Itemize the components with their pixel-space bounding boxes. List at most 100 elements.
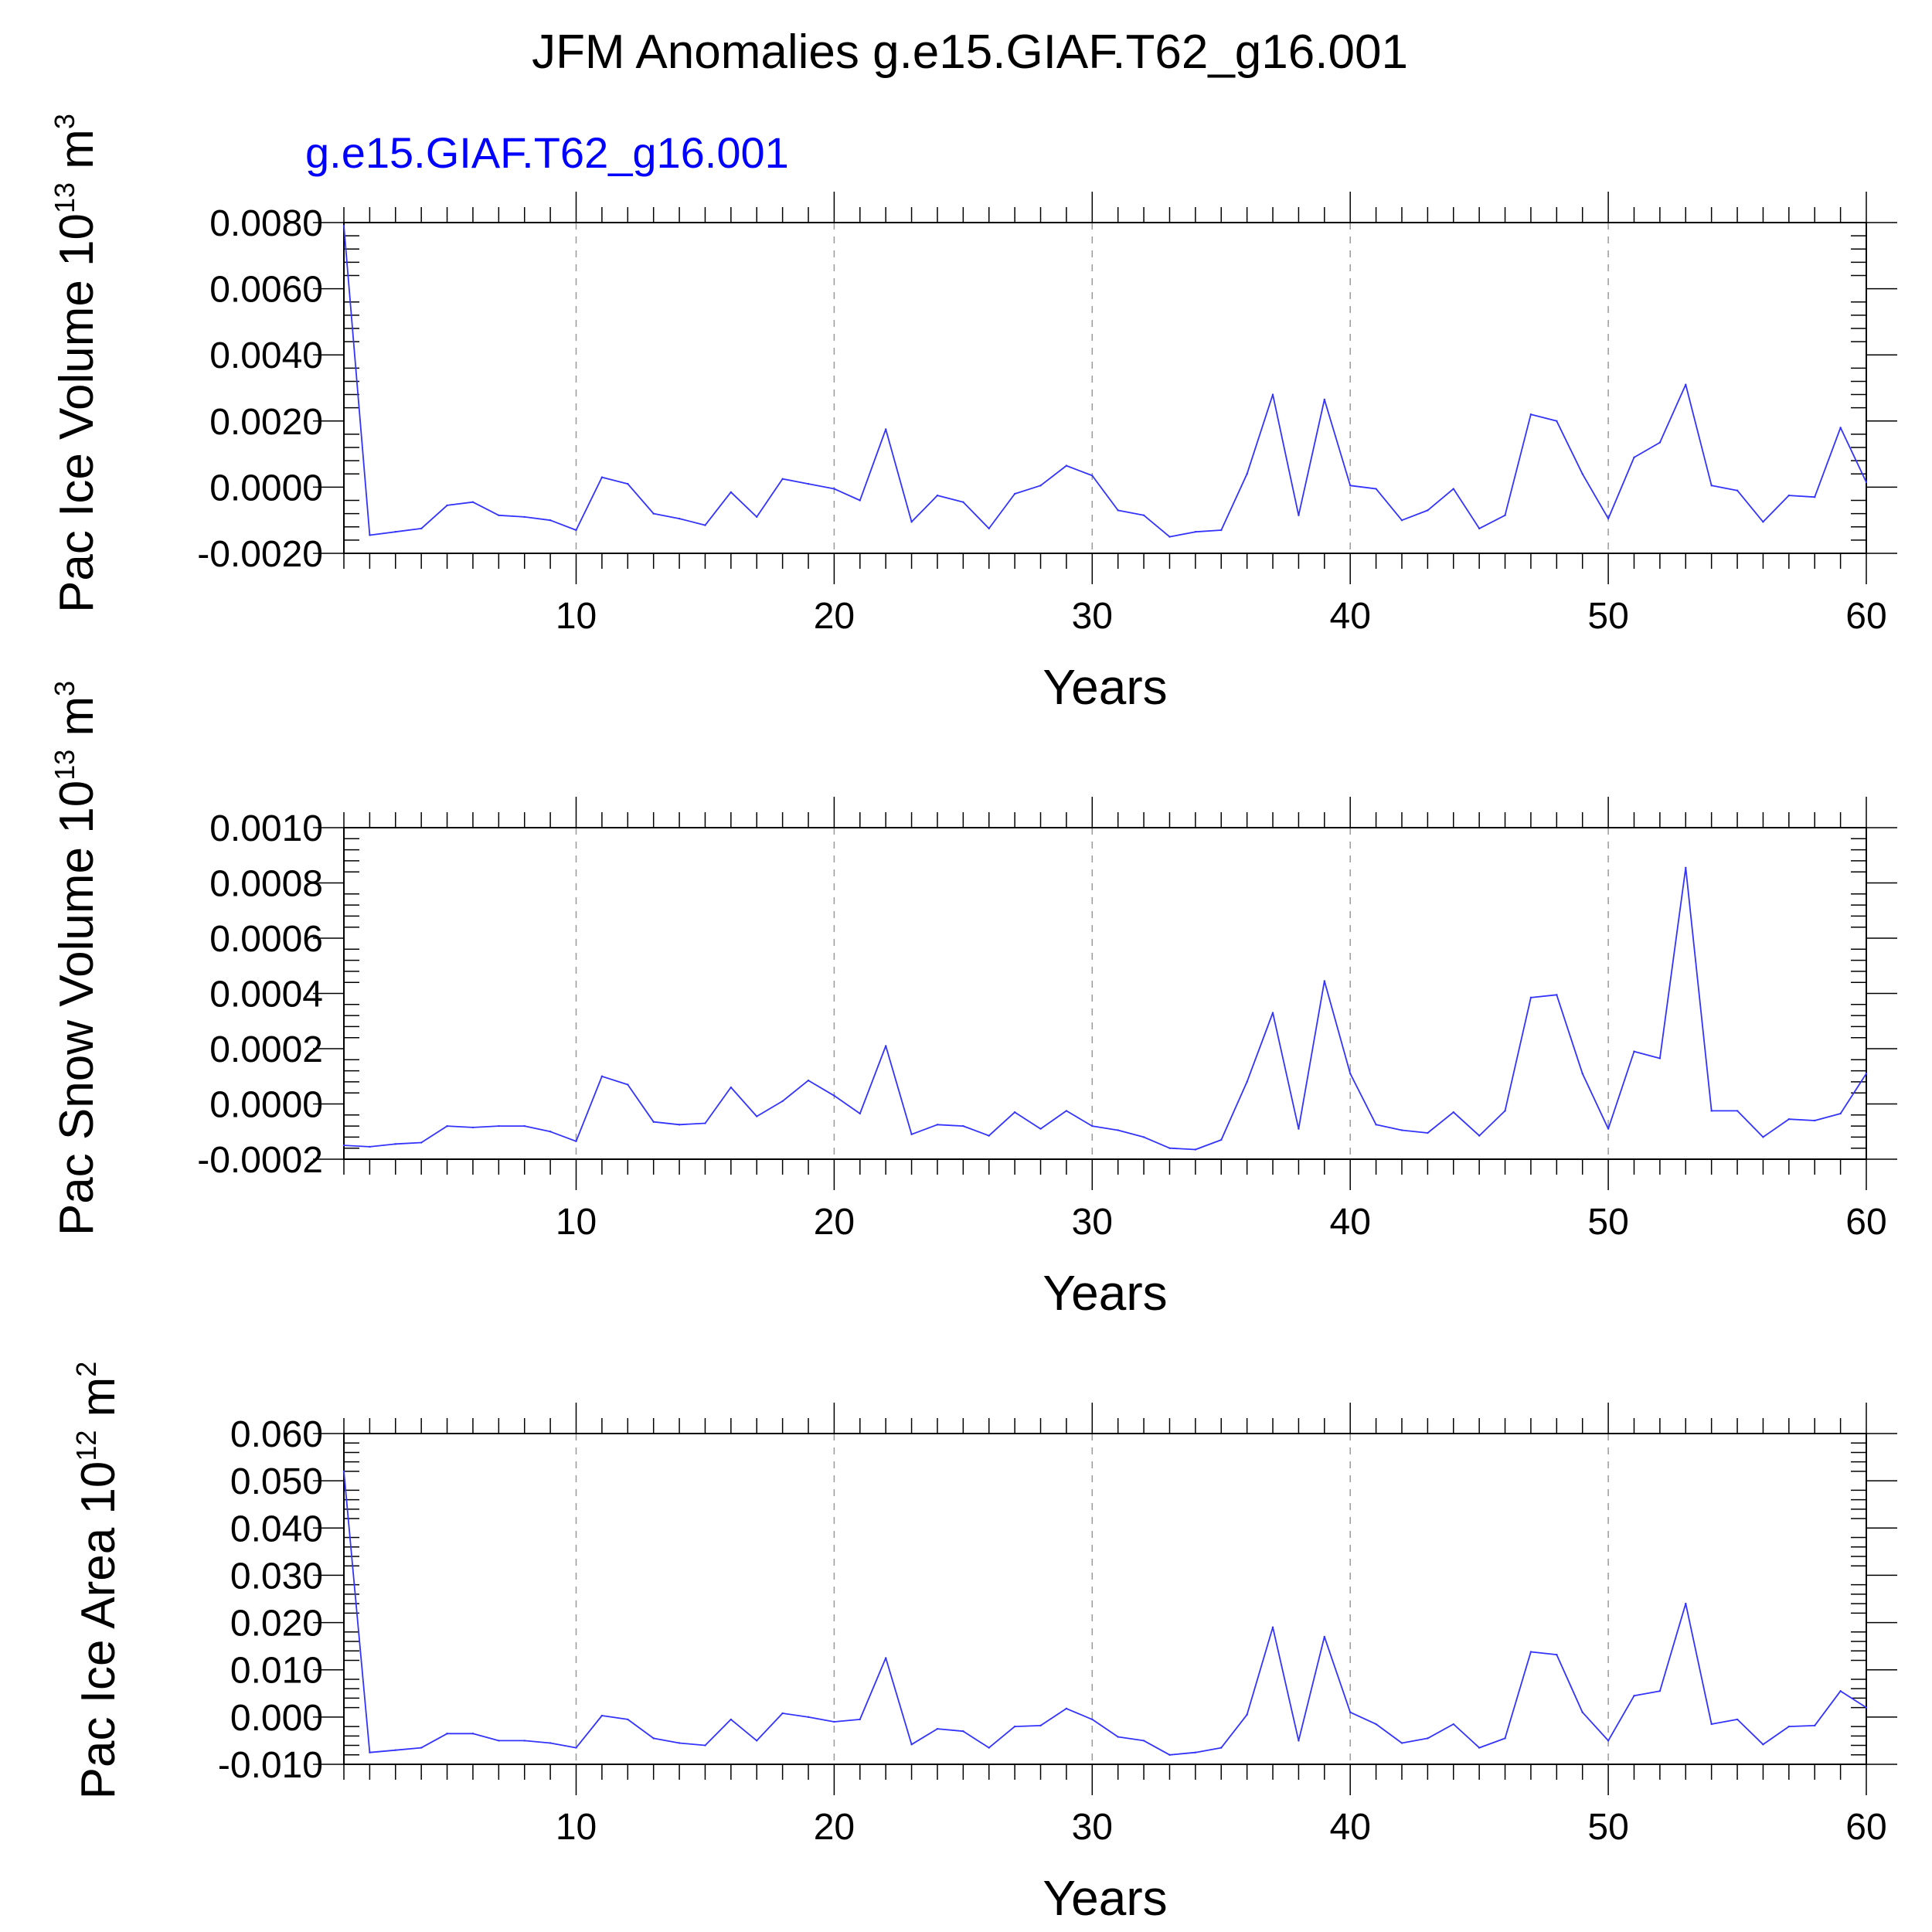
data-point (807, 1079, 810, 1082)
chart-panel-1: -0.0020 0.0000 0.0020 0.0040 0.0060 0.0080 10 2… (49, 114, 1897, 715)
data-point (1323, 1635, 1326, 1638)
data-point (884, 1657, 887, 1659)
data-point (936, 1124, 939, 1126)
data-point (1504, 514, 1506, 516)
y-tick-label: 0.000 (230, 1698, 323, 1739)
data-point (1839, 427, 1842, 429)
y-tick-label: -0.0002 (197, 1140, 323, 1181)
data-point (1271, 1012, 1274, 1014)
y-axis-label-unit: m (50, 129, 104, 182)
y-axis-label-unit: m (72, 1377, 125, 1430)
data-point (1736, 1110, 1739, 1112)
data-point (1710, 1110, 1713, 1112)
x-tick-label: 40 (1330, 1202, 1371, 1243)
y-axis-label-unit-exponent: 3 (49, 114, 80, 129)
data-point (394, 530, 396, 533)
data-point (1787, 494, 1791, 497)
data-point (1349, 1072, 1352, 1075)
data-point (498, 1740, 500, 1742)
data-point (1271, 393, 1274, 396)
data-point (1194, 1148, 1197, 1151)
data-point (1168, 536, 1171, 538)
data-point (962, 501, 964, 503)
x-tick-label: 40 (1330, 596, 1371, 637)
data-point (988, 1134, 990, 1137)
data-point (1710, 485, 1713, 487)
data-point (652, 512, 655, 515)
data-point (1814, 496, 1816, 498)
data-point (523, 1740, 526, 1742)
data-point (833, 488, 835, 490)
data-point (627, 1083, 629, 1086)
data-point (1168, 1753, 1171, 1756)
data-point (704, 1744, 706, 1747)
data-point (1607, 1128, 1610, 1130)
data-point (1529, 1651, 1532, 1653)
data-point (1633, 456, 1635, 459)
data-point (600, 476, 604, 478)
x-axis-label: Years (1043, 1870, 1167, 1926)
data-point (962, 1730, 964, 1733)
data-point (369, 534, 371, 536)
y-axis-label: Pac Snow Volume 1013 m3 (49, 681, 104, 1236)
y-axis-label-text: Pac Ice Area 10 (72, 1461, 125, 1800)
data-point (1736, 1718, 1739, 1721)
data-point (1452, 488, 1454, 490)
x-tick-label: 30 (1072, 596, 1113, 637)
x-tick-label: 10 (556, 596, 597, 637)
data-point (1065, 1707, 1068, 1710)
data-point (704, 1122, 706, 1124)
data-point (678, 517, 681, 520)
data-point (988, 1747, 990, 1749)
x-tick-label: 60 (1845, 1202, 1886, 1243)
data-point (730, 1086, 733, 1089)
data-point (1375, 1124, 1377, 1126)
data-point (523, 1124, 526, 1128)
data-point (1556, 420, 1558, 422)
plot-frame (343, 1433, 1867, 1765)
data-point (1220, 1747, 1223, 1749)
series-line (343, 1471, 1867, 1756)
data-point (678, 1124, 681, 1126)
data-point (1839, 1112, 1842, 1115)
panels: -0.0020 0.0000 0.0020 0.0040 0.0060 0.0080 10 2… (49, 114, 1897, 1926)
x-tick-label: 50 (1587, 596, 1628, 637)
y-axis-label-text: Pac Ice Volume 10 (50, 213, 104, 613)
data-point (1478, 1747, 1481, 1749)
data-point (575, 529, 577, 532)
y-axis-label-exponent: 12 (70, 1430, 102, 1461)
y-axis-label: Pac Ice Area 1012 m2 (70, 1362, 125, 1800)
series-line (343, 866, 1867, 1151)
data-point (730, 491, 733, 494)
data-point (1685, 1602, 1687, 1605)
data-point (1529, 996, 1532, 999)
y-axis-label-exponent: 13 (49, 182, 80, 213)
data-point (1298, 1740, 1300, 1742)
data-point (859, 499, 861, 502)
data-point (1478, 527, 1481, 530)
data-point (498, 1124, 500, 1128)
data-point (1142, 514, 1145, 516)
data-point (1581, 1072, 1583, 1075)
data-point (549, 519, 552, 522)
y-tick-label: 0.0002 (209, 1029, 323, 1070)
y-tick-label: 0.050 (230, 1461, 323, 1502)
data-point (833, 1094, 835, 1097)
chart-panel-3: -0.010 0.000 0.010 0.020 0.030 0.040 0.050 0.06… (70, 1362, 1897, 1926)
y-tick-label: -0.0020 (197, 534, 323, 575)
data-point (988, 527, 990, 530)
x-tick-label: 10 (556, 1202, 597, 1243)
data-point (1065, 464, 1068, 467)
data-point (627, 482, 629, 485)
x-tick-label: 10 (556, 1807, 597, 1848)
data-point (575, 1747, 577, 1749)
x-tick-label: 40 (1330, 1807, 1371, 1848)
y-tick-label: 0.0000 (209, 1085, 323, 1126)
data-point (1658, 441, 1662, 444)
data-point (1400, 519, 1403, 522)
data-point (1246, 1713, 1248, 1716)
data-point (342, 1470, 345, 1473)
data-point (1271, 1626, 1274, 1628)
data-point (1865, 1072, 1868, 1075)
